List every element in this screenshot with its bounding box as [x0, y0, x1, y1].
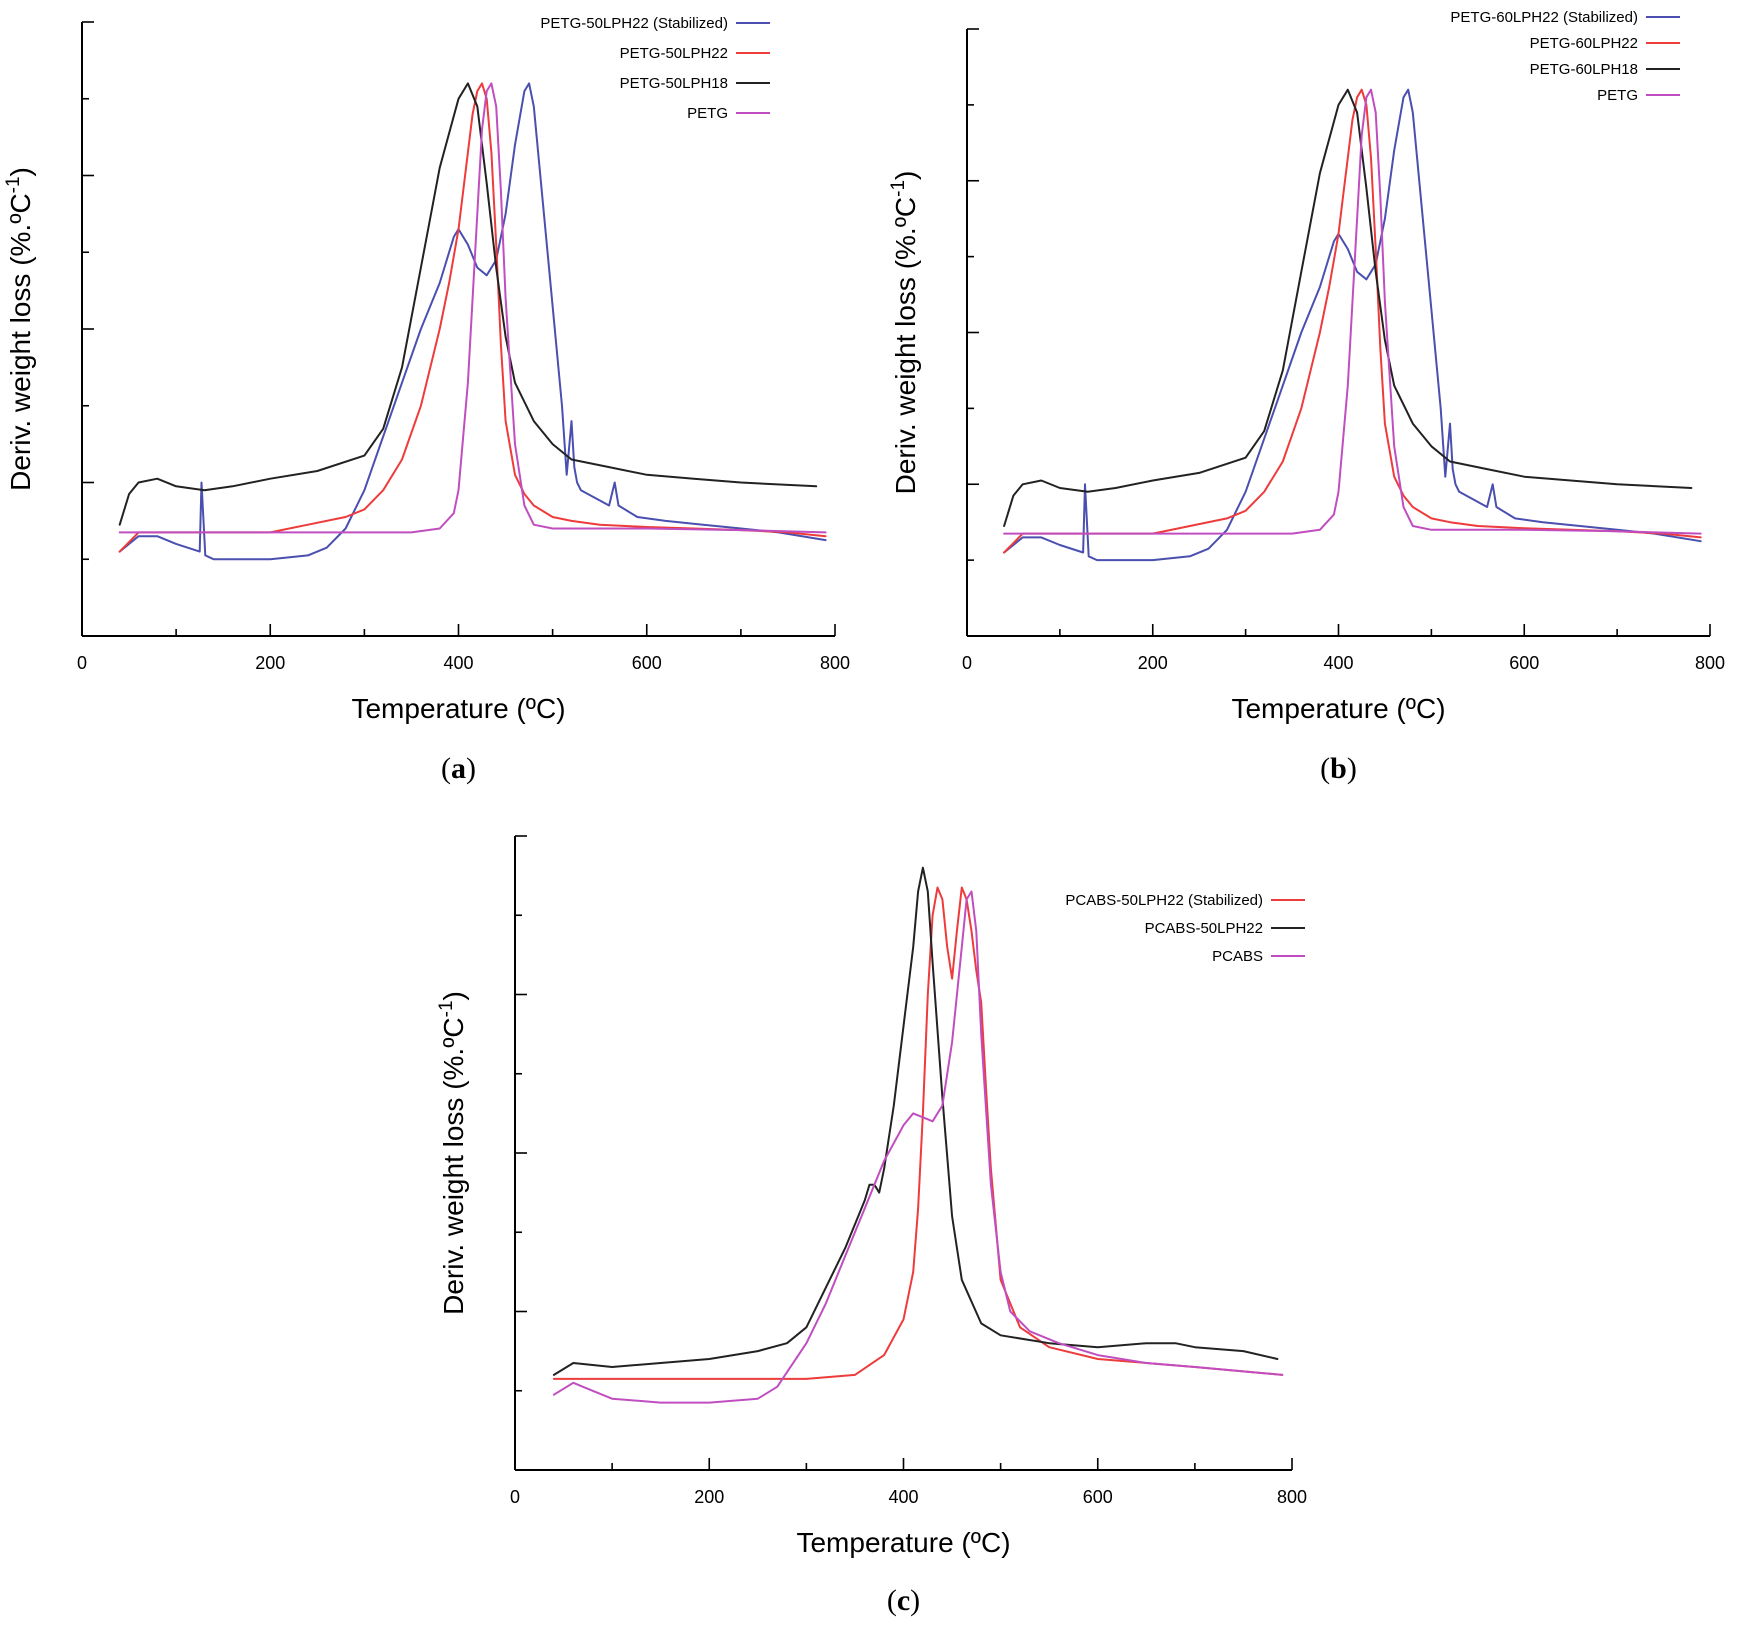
chart-panel-c: 0 200 400 600 800 Temperature (ºC) Deriv. weig… [436, 835, 1307, 1617]
x-axis-title: Temperature (ºC) [1231, 693, 1445, 724]
chart-panel-a: 0 200 400 600 800 Temperature (ºC) Deriv. weig… [3, 15, 850, 785]
x-tick-label: 800 [820, 653, 850, 673]
y-axis-title: Deriv. weight loss (%.ºC-1) [436, 991, 469, 1315]
legend-label: PETG-50LPH18 [620, 75, 728, 92]
y-axis-title-superscript: -1 [436, 1000, 457, 1017]
x-tick-label: 200 [255, 653, 285, 673]
x-tick-label: 400 [888, 1487, 918, 1507]
x-tick-label: 600 [1509, 653, 1539, 673]
series-line [118, 82, 818, 526]
panel-label: (c) [887, 1584, 920, 1617]
legend-label: PETG-60LPH22 (Stabilized) [1450, 9, 1638, 26]
series-line [1003, 88, 1693, 527]
series-line [1003, 88, 1702, 554]
legend-label: PETG [1597, 87, 1638, 104]
x-tick-label: 0 [510, 1487, 520, 1507]
panel-letter: a [451, 752, 466, 785]
panel-letter: c [897, 1584, 910, 1617]
y-axis-title: Deriv. weight loss (%.ºC-1) [888, 171, 921, 495]
series-line [118, 82, 827, 553]
series-line [1003, 88, 1702, 535]
legend-label: PETG-50LPH22 (Stabilized) [540, 15, 728, 32]
x-axis-title: Temperature (ºC) [796, 1527, 1010, 1558]
x-tick-label: 200 [694, 1487, 724, 1507]
legend-label: PCABS-50LPH22 (Stabilized) [1065, 892, 1263, 909]
x-tick-label: 800 [1277, 1487, 1307, 1507]
x-tick-label: 400 [1323, 653, 1353, 673]
x-tick-label: 0 [962, 653, 972, 673]
y-axis-title: Deriv. weight loss (%.ºC-1) [3, 167, 36, 491]
x-tick-label: 400 [443, 653, 473, 673]
series-line [552, 866, 1279, 1376]
legend-label: PETG-60LPH22 [1530, 35, 1638, 52]
panel-label: (a) [441, 752, 476, 785]
legend-label: PETG [687, 105, 728, 122]
x-axis-title: Temperature (ºC) [351, 693, 565, 724]
y-axis-title-superscript: -1 [3, 176, 24, 193]
series-line [118, 82, 827, 534]
y-axis-title-tail: ) [890, 171, 921, 180]
x-tick-label: 600 [632, 653, 662, 673]
y-axis-title-tail: ) [438, 991, 469, 1000]
series-line [552, 890, 1284, 1404]
x-tick-label: 0 [77, 653, 87, 673]
chart-panel-b: 0 200 400 600 800 Temperature (ºC) Deriv. weig… [888, 9, 1725, 785]
legend-label: PETG-60LPH18 [1530, 61, 1638, 78]
x-tick-label: 800 [1695, 653, 1725, 673]
y-axis-title-tail: ) [5, 167, 36, 176]
x-tick-label: 600 [1083, 1487, 1113, 1507]
panel-letter: b [1330, 752, 1347, 785]
panel-label: (b) [1320, 752, 1357, 785]
legend-label: PETG-50LPH22 [620, 45, 728, 62]
series-line [552, 886, 1284, 1380]
y-axis-title-superscript: -1 [888, 180, 909, 197]
legend-label: PCABS [1212, 948, 1263, 965]
legend-label: PCABS-50LPH22 [1145, 920, 1263, 937]
x-tick-label: 200 [1138, 653, 1168, 673]
